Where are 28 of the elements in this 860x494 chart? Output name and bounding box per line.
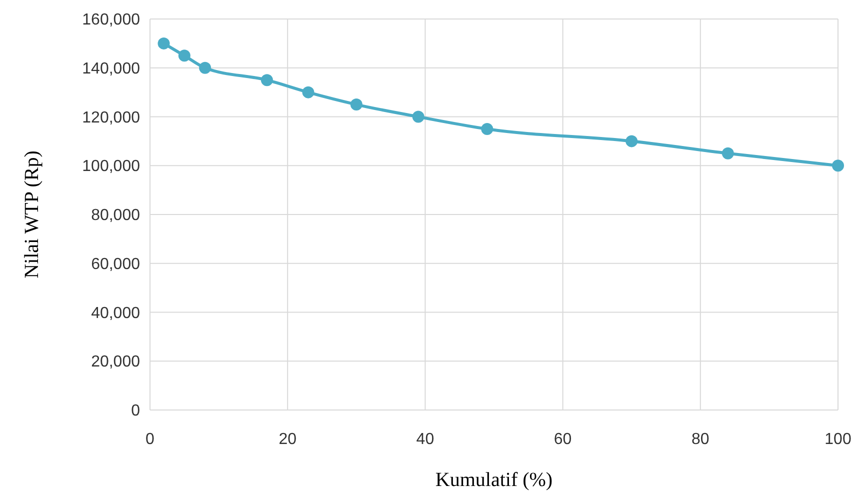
point	[722, 147, 734, 160]
point	[412, 110, 424, 123]
y-tick-label: 120,000	[82, 109, 140, 126]
y-tick-label: 100,000	[82, 158, 140, 176]
y-axis-title: Nilai WTP (Rp)	[21, 150, 43, 278]
point	[260, 74, 273, 86]
point	[178, 50, 190, 62]
y-tick-label: 160,000	[82, 12, 140, 29]
y-tick-label: 80,000	[91, 207, 140, 224]
point	[302, 86, 314, 98]
x-tick-label: 0	[146, 431, 155, 448]
point	[350, 98, 362, 111]
y-tick-label: 20,000	[91, 354, 140, 371]
point	[481, 122, 494, 135]
point	[626, 135, 638, 148]
y-tick-label: 0	[131, 402, 140, 420]
x-tick-label: 60	[554, 431, 572, 448]
x-tick-label: 40	[416, 431, 434, 448]
y-tick-label: 140,000	[82, 60, 140, 78]
y-tick-label: 60,000	[91, 256, 140, 273]
y-tick-label: 40,000	[91, 304, 140, 322]
x-axis-title: Kumulatif (%)	[435, 469, 553, 491]
point	[158, 37, 170, 50]
x-tick-label: 20	[278, 431, 297, 448]
x-tick-label: 80	[692, 431, 710, 448]
point	[832, 160, 844, 172]
point	[199, 62, 212, 74]
x-tick-label: 100	[824, 431, 852, 448]
